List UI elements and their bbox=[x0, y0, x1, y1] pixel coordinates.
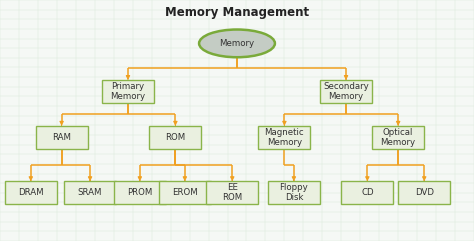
Text: Primary
Memory: Primary Memory bbox=[110, 82, 146, 101]
FancyBboxPatch shape bbox=[114, 181, 166, 204]
FancyBboxPatch shape bbox=[159, 181, 211, 204]
Text: EE
ROM: EE ROM bbox=[222, 183, 242, 202]
Text: Memory: Memory bbox=[219, 39, 255, 48]
Text: Floppy
Disk: Floppy Disk bbox=[280, 183, 308, 202]
Text: Magnetic
Memory: Magnetic Memory bbox=[264, 128, 304, 147]
FancyBboxPatch shape bbox=[372, 126, 424, 149]
Ellipse shape bbox=[199, 30, 275, 57]
Text: CD: CD bbox=[361, 188, 374, 197]
Text: RAM: RAM bbox=[52, 133, 71, 142]
FancyBboxPatch shape bbox=[64, 181, 116, 204]
FancyBboxPatch shape bbox=[398, 181, 450, 204]
FancyBboxPatch shape bbox=[149, 126, 201, 149]
Text: Secondary
Memory: Secondary Memory bbox=[323, 82, 369, 101]
FancyBboxPatch shape bbox=[258, 126, 310, 149]
FancyBboxPatch shape bbox=[268, 181, 320, 204]
Text: DVD: DVD bbox=[415, 188, 434, 197]
FancyBboxPatch shape bbox=[36, 126, 88, 149]
Text: EROM: EROM bbox=[172, 188, 198, 197]
Text: Memory Management: Memory Management bbox=[165, 6, 309, 19]
Text: PROM: PROM bbox=[127, 188, 153, 197]
FancyBboxPatch shape bbox=[206, 181, 258, 204]
Text: SRAM: SRAM bbox=[78, 188, 102, 197]
FancyBboxPatch shape bbox=[102, 80, 154, 103]
FancyBboxPatch shape bbox=[341, 181, 393, 204]
FancyBboxPatch shape bbox=[5, 181, 57, 204]
Text: Optical
Memory: Optical Memory bbox=[381, 128, 416, 147]
Text: ROM: ROM bbox=[165, 133, 185, 142]
Text: DRAM: DRAM bbox=[18, 188, 44, 197]
FancyBboxPatch shape bbox=[320, 80, 372, 103]
